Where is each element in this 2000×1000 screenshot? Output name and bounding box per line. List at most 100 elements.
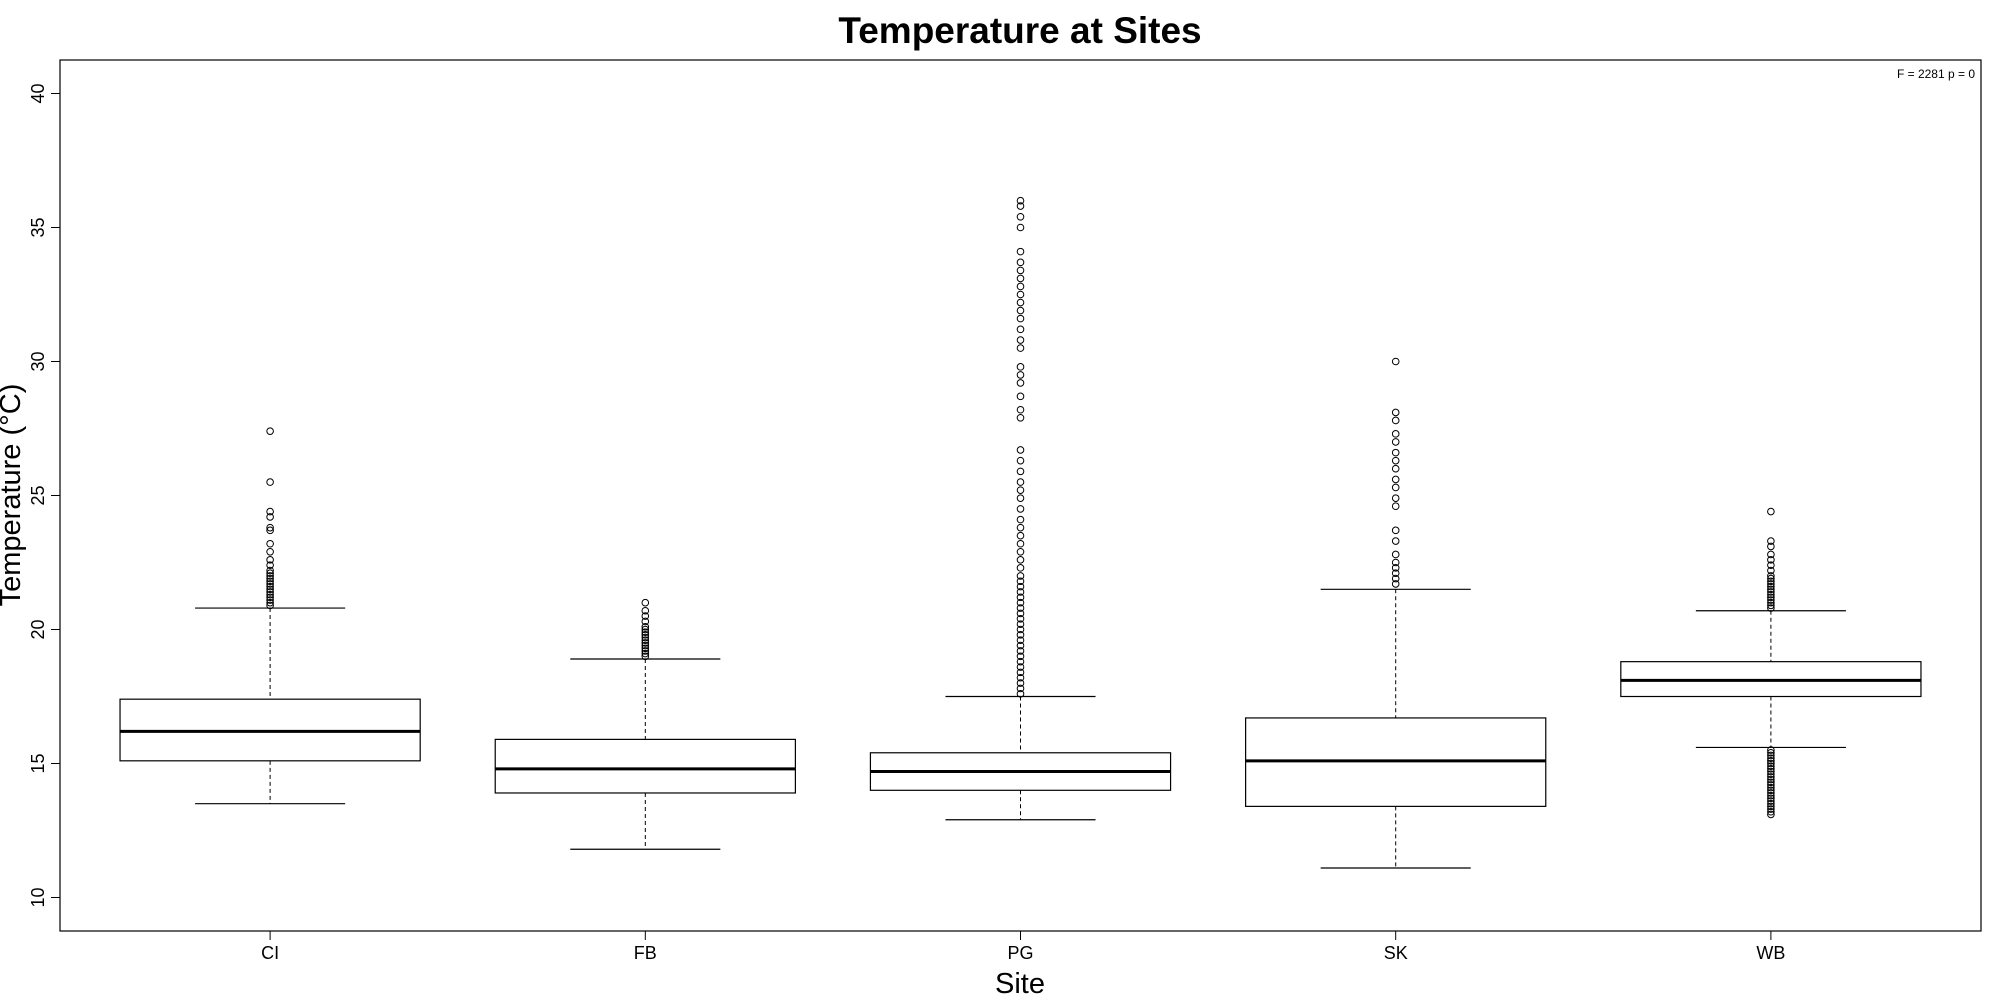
- outlier-point: [641, 612, 650, 620]
- outlier-point: [1016, 641, 1025, 650]
- outlier-point: [1016, 556, 1025, 564]
- outlier-point: [1391, 502, 1400, 511]
- outlier-point: [1767, 542, 1775, 551]
- outlier-point: [1391, 456, 1400, 465]
- outlier-point: [266, 569, 274, 578]
- outlier-point: [1767, 765, 1775, 773]
- outlier-point: [1016, 636, 1025, 645]
- outlier-point: [1767, 550, 1775, 559]
- outlier-point: [1391, 448, 1400, 457]
- outlier-point: [1016, 679, 1025, 687]
- y-axis: 10 15 20 25 30 35 40: [28, 83, 60, 908]
- outlier-point: [1016, 258, 1025, 267]
- outlier-point: [1016, 593, 1025, 602]
- outlier-point: [266, 526, 274, 535]
- outlier-point: [1016, 620, 1025, 628]
- outlier-point: [1016, 657, 1025, 666]
- outlier-point: [266, 596, 274, 604]
- outlier-point: [1016, 266, 1025, 275]
- outlier-point: [266, 507, 274, 516]
- outlier-point: [1391, 494, 1400, 502]
- outlier-point: [1767, 794, 1775, 803]
- outlier-point: [1016, 673, 1025, 682]
- outlier-point: [1767, 598, 1775, 607]
- outlier-point: [266, 566, 274, 575]
- outlier-point: [1016, 663, 1025, 671]
- outlier-point: [1016, 604, 1025, 612]
- outlier-point: [1767, 580, 1775, 588]
- y-tick-label: 10: [28, 887, 48, 907]
- outlier-point: [1016, 588, 1025, 596]
- outlier-point: [1016, 290, 1025, 299]
- outlier-point: [1016, 684, 1025, 693]
- outlier-point: [1767, 751, 1775, 760]
- outlier-point: [1391, 580, 1400, 588]
- outlier-point: [641, 628, 650, 636]
- outlier-point: [1767, 561, 1775, 569]
- outlier-point: [1016, 547, 1025, 556]
- outlier-point: [1391, 357, 1400, 366]
- outlier-point: [1391, 537, 1400, 545]
- outlier-point: [1767, 585, 1775, 594]
- outlier-point: [1391, 438, 1400, 446]
- outlier-point: [266, 593, 274, 602]
- outlier-point: [1016, 609, 1025, 618]
- outlier-point: [1767, 786, 1775, 795]
- outlier-point: [266, 427, 274, 435]
- outlier-point: [1767, 582, 1775, 591]
- outlier-point: [1391, 475, 1400, 484]
- outlier-point: [266, 574, 274, 583]
- box-pg: [869, 196, 1172, 821]
- outlier-point: [1016, 405, 1025, 414]
- outlier-point: [1767, 781, 1775, 789]
- outlier-point: [1391, 526, 1400, 535]
- outlier-point: [1016, 223, 1025, 232]
- outlier-point: [1767, 748, 1775, 757]
- outlier-point: [1016, 325, 1025, 334]
- outlier-point: [1016, 413, 1025, 422]
- y-tick-label: 30: [28, 351, 48, 371]
- outlier-point: [641, 639, 650, 647]
- outlier-point: [641, 649, 650, 658]
- x-tick-label-pg: PG: [1007, 943, 1033, 963]
- x-tick-label-wb: WB: [1756, 943, 1785, 963]
- outlier-point: [1391, 464, 1400, 473]
- outlier-point: [266, 580, 274, 588]
- outlier-point: [1016, 306, 1025, 315]
- outlier-point: [266, 590, 274, 599]
- chart-title: Temperature at Sites: [838, 10, 1201, 51]
- outlier-point: [1767, 799, 1775, 808]
- outlier-point: [266, 539, 274, 548]
- interquartile-box: [494, 738, 796, 794]
- outlier-point: [1016, 494, 1025, 502]
- box-sk: [1245, 357, 1547, 869]
- outlier-point: [266, 513, 274, 521]
- outlier-point: [1391, 550, 1400, 559]
- outlier-point: [1767, 773, 1775, 781]
- outlier-point: [266, 588, 274, 596]
- x-tick-label-sk: SK: [1384, 943, 1408, 963]
- outlier-point: [266, 585, 274, 594]
- outlier-point: [1767, 746, 1775, 754]
- outlier-point: [1016, 523, 1025, 532]
- outlier-point: [641, 641, 650, 650]
- outlier-point: [641, 644, 650, 653]
- outlier-point: [1016, 478, 1025, 486]
- outlier-point: [1016, 598, 1025, 607]
- box-ci: [119, 427, 421, 805]
- outlier-point: [1016, 572, 1025, 580]
- outlier-point: [1767, 759, 1775, 768]
- x-tick-label-fb: FB: [634, 943, 657, 963]
- y-tick-label: 20: [28, 619, 48, 639]
- outlier-point: [641, 633, 650, 642]
- outlier-point: [1016, 247, 1025, 256]
- outlier-point: [266, 523, 274, 532]
- outlier-point: [1016, 314, 1025, 323]
- boxes: [119, 196, 1922, 869]
- outlier-point: [1016, 539, 1025, 548]
- outlier-point: [1016, 379, 1025, 387]
- outlier-point: [1767, 775, 1775, 784]
- outlier-point: [266, 598, 274, 607]
- outlier-point: [1016, 274, 1025, 283]
